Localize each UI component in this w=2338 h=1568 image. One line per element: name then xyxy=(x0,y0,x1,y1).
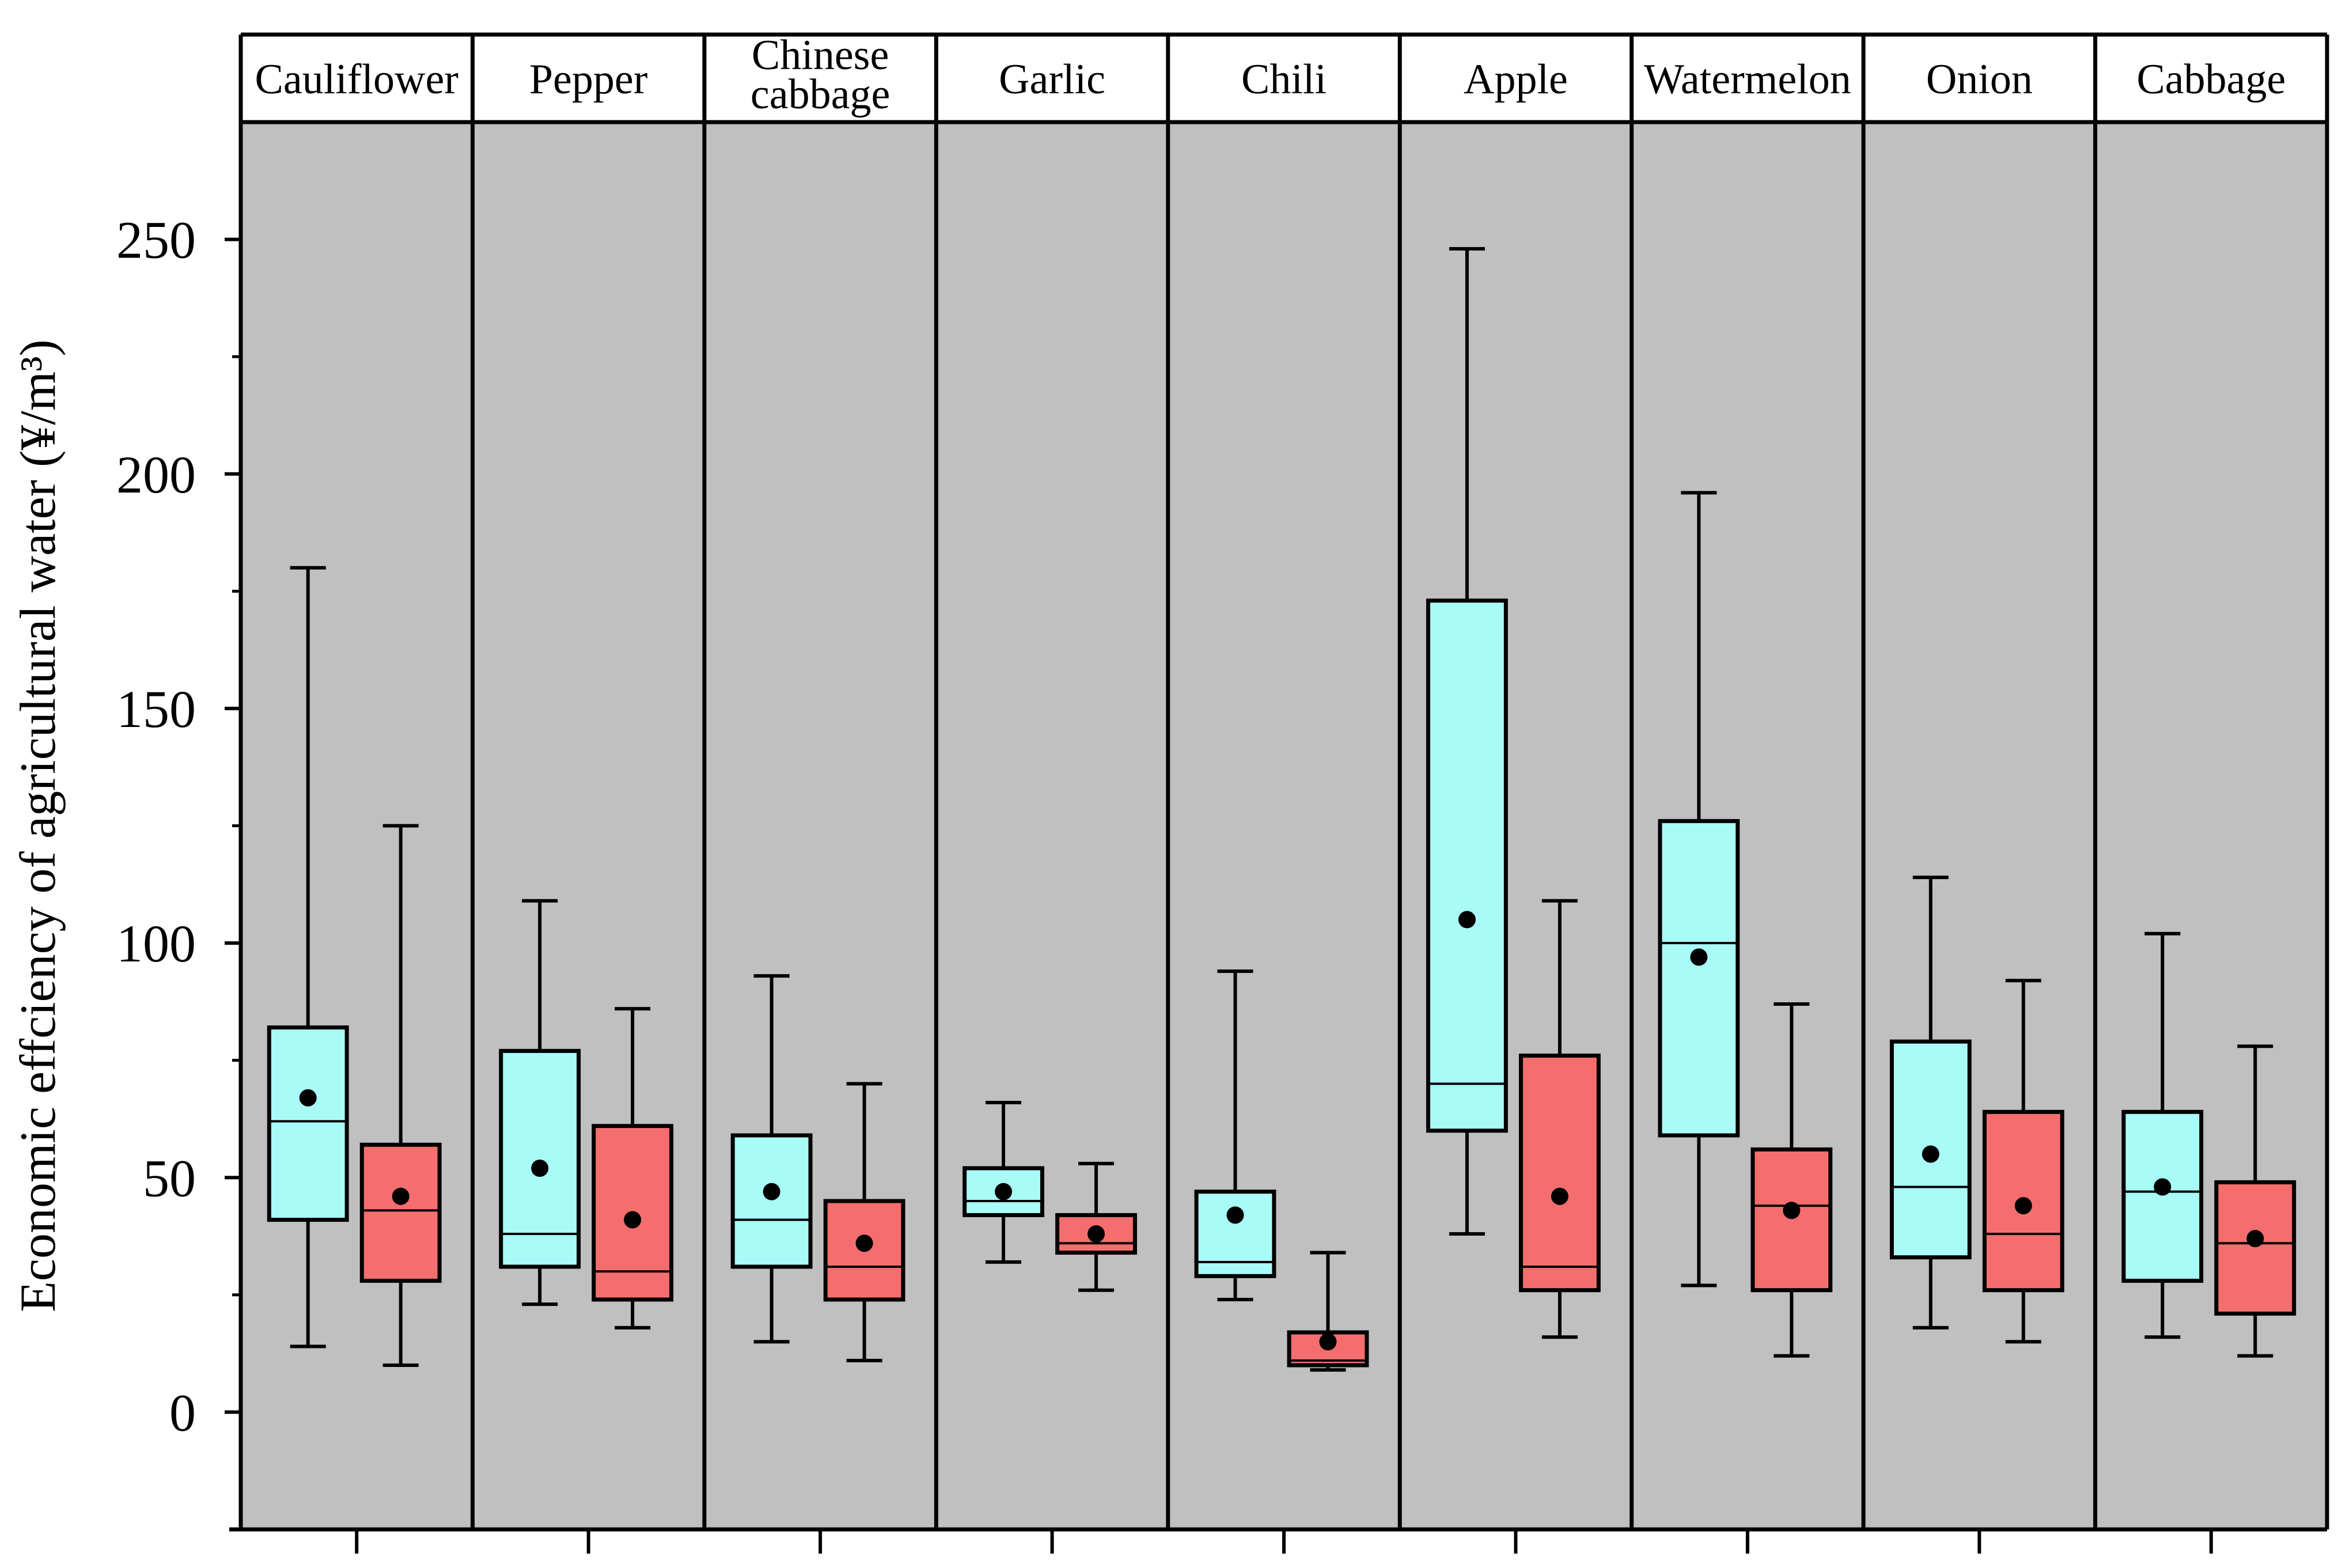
box-onion-2 xyxy=(1982,979,2064,1344)
panel-header-apple xyxy=(1400,35,1632,122)
mean-marker xyxy=(2014,1197,2032,1215)
panel-header-onion xyxy=(1863,35,2096,122)
iqr-box xyxy=(1658,819,1740,1138)
box-chinese-cabbage-2 xyxy=(823,1082,905,1362)
panel-label-apple: Apple xyxy=(1464,56,1568,103)
box-chinese-cabbage-1 xyxy=(730,974,813,1344)
box-cauliflower-2 xyxy=(359,824,442,1367)
panel-bg-chili xyxy=(1168,122,1400,1529)
box-chili-1 xyxy=(1194,969,1276,1301)
panel-bg-onion xyxy=(1863,122,2096,1529)
mean-marker xyxy=(1087,1225,1105,1243)
panel-header-watermelon xyxy=(1631,35,1864,122)
iqr-box xyxy=(359,1142,442,1283)
panel-label-line: cabbage xyxy=(751,71,890,118)
y-tick-label: 100 xyxy=(116,914,196,973)
box-pepper-1 xyxy=(499,899,581,1306)
iqr-box xyxy=(2214,1180,2297,1316)
mean-marker xyxy=(855,1234,873,1252)
mean-marker xyxy=(392,1187,410,1205)
iqr-box xyxy=(499,1048,581,1269)
mean-marker xyxy=(1458,911,1476,929)
panel-label-chili: Chili xyxy=(1241,56,1327,103)
y-tick-label: 250 xyxy=(116,211,196,270)
box-pepper-2 xyxy=(592,1007,674,1330)
mean-marker xyxy=(1922,1145,1939,1163)
iqr-box xyxy=(1750,1147,1833,1293)
panel-label-chinese-cabbage: Chinese cabbage xyxy=(751,32,890,118)
frame-layer: Cauliflower Pepper Chinese cabbage Garlic Chi… xyxy=(238,32,2329,1529)
mean-marker xyxy=(299,1089,317,1107)
y-axis: 0 50 100 150 200 250 xyxy=(116,122,243,1529)
mean-marker xyxy=(1690,948,1708,966)
mean-marker xyxy=(1783,1202,1801,1219)
y-tick-label: 150 xyxy=(116,680,196,738)
panel-header-pepper xyxy=(472,35,704,122)
mean-marker xyxy=(763,1183,780,1200)
boxes-layer xyxy=(267,247,2297,1372)
mean-marker xyxy=(2154,1178,2172,1196)
panel-label-onion: Onion xyxy=(1926,56,2033,103)
panel-label-watermelon: Watermelon xyxy=(1644,56,1851,103)
iqr-box xyxy=(267,1025,349,1222)
box-cabbage-1 xyxy=(2121,931,2204,1339)
iqr-box xyxy=(1518,1054,1601,1293)
box-chili-2 xyxy=(1287,1251,1369,1372)
box-onion-1 xyxy=(1889,876,1972,1330)
panel-header-chinese-cabbage xyxy=(704,35,937,122)
panel-header-cauliflower xyxy=(241,35,473,122)
panel-label-pepper: Pepper xyxy=(529,56,648,103)
box-watermelon-1 xyxy=(1658,491,1740,1287)
panel-bg-pepper xyxy=(472,122,704,1529)
iqr-box xyxy=(730,1133,813,1269)
box-apple-2 xyxy=(1518,899,1601,1339)
panel-bg-cabbage xyxy=(2095,122,2327,1529)
box-cabbage-2 xyxy=(2214,1044,2297,1358)
box-garlic-2 xyxy=(1055,1161,1137,1292)
panels-layer xyxy=(241,35,2327,1529)
box-garlic-1 xyxy=(963,1100,1044,1264)
panel-bg-cauliflower xyxy=(241,122,473,1529)
box-apple-1 xyxy=(1426,247,1508,1236)
panel-label-cauliflower: Cauliflower xyxy=(255,56,458,103)
panel-header-cabbage xyxy=(2095,35,2327,122)
y-tick-label: 0 xyxy=(169,1383,196,1442)
box-cauliflower-1 xyxy=(267,566,349,1349)
box-watermelon-2 xyxy=(1750,1002,1833,1358)
mean-marker xyxy=(995,1183,1013,1200)
y-axis-title: Economic effciency of agricultural water… xyxy=(10,339,66,1312)
mean-marker xyxy=(531,1159,549,1177)
mean-marker xyxy=(1551,1187,1568,1205)
panel-bg-garlic xyxy=(936,122,1168,1529)
panel-label-line: Chinese xyxy=(752,32,889,79)
iqr-box xyxy=(1426,599,1508,1133)
y-tick-label: 200 xyxy=(116,445,196,504)
panel-header-chili xyxy=(1168,35,1400,122)
mean-marker xyxy=(624,1211,642,1229)
mean-marker xyxy=(2246,1230,2264,1248)
x-axis xyxy=(229,1527,2327,1554)
panel-label-cabbage: Cabbage xyxy=(2136,56,2286,103)
panel-header-garlic xyxy=(936,35,1168,122)
panel-label-garlic: Garlic xyxy=(999,56,1105,103)
iqr-box xyxy=(2121,1109,2204,1283)
mean-marker xyxy=(1319,1333,1337,1351)
y-tick-label: 50 xyxy=(143,1149,196,1207)
panel-bg-chinese-cabbage xyxy=(704,122,937,1529)
mean-marker xyxy=(1226,1206,1244,1224)
iqr-box xyxy=(1194,1190,1276,1278)
